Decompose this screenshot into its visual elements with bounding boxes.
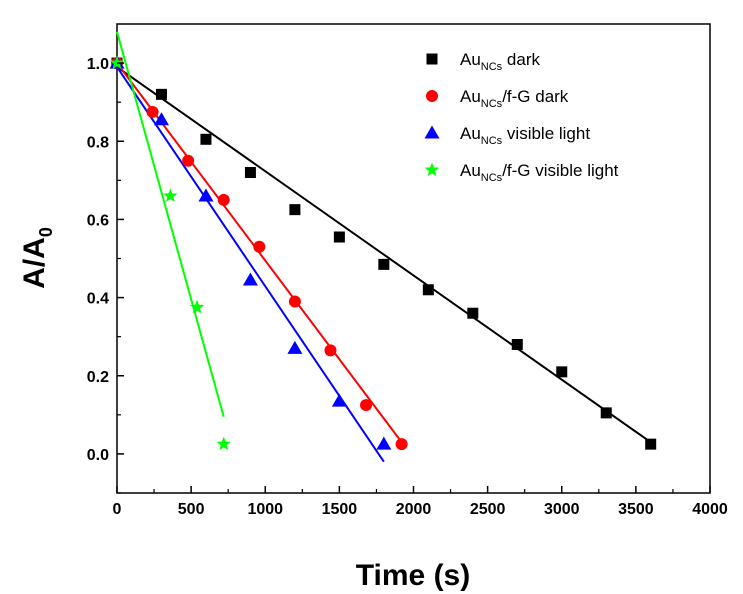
- x-tick-label: 2500: [470, 501, 506, 518]
- data-point: [198, 188, 214, 202]
- y-tick-label: 1.0: [87, 56, 109, 73]
- legend-entry-sub: NCs: [481, 135, 503, 147]
- data-point: [163, 188, 178, 203]
- data-point: [182, 154, 195, 167]
- y-tick-label: 0.8: [87, 134, 109, 151]
- data-markers: [109, 55, 657, 451]
- legend-marker: [426, 53, 438, 65]
- x-axis: 0 500 1000 1500 2000 2500 3000 3500 4000: [113, 486, 728, 518]
- legend-entry-base: Au: [460, 87, 481, 106]
- legend-entry-rest: visible light: [502, 124, 590, 143]
- x-tick-label: 3500: [618, 501, 654, 518]
- data-point: [200, 133, 212, 145]
- y-axis: 0.0 0.2 0.4 0.6 0.8 1.0: [87, 56, 124, 494]
- data-point: [467, 307, 479, 319]
- y-tick-label: 0.4: [87, 291, 109, 308]
- data-point: [645, 438, 657, 450]
- y-tick-label: 0.2: [87, 369, 109, 386]
- x-tick-label: 1000: [247, 501, 283, 518]
- legend-entry-rest: /f-G dark: [502, 87, 569, 106]
- x-tick-label: 4000: [692, 501, 728, 518]
- data-point: [422, 284, 434, 296]
- data-point: [189, 299, 205, 314]
- legend-entry: AuNCs/f-G visible light: [460, 161, 619, 184]
- data-point: [360, 399, 373, 412]
- y-axis-title: A/A0: [18, 227, 56, 289]
- legend-entry: AuNCs visible light: [460, 124, 590, 147]
- x-tick-label: 2000: [396, 501, 432, 518]
- data-point: [600, 407, 612, 419]
- data-point: [331, 393, 347, 407]
- y-tick-label: 0.0: [87, 447, 109, 464]
- data-point: [289, 204, 301, 216]
- legend-entry-rest: /f-G visible light: [502, 161, 618, 180]
- x-tick-label: 1500: [322, 501, 358, 518]
- legend-entry-sub: NCs: [481, 172, 503, 184]
- x-tick-label: 500: [178, 501, 205, 518]
- fit-line: [116, 66, 652, 444]
- data-point: [146, 105, 159, 118]
- data-point: [511, 338, 523, 350]
- legend-entry: AuNCs dark: [460, 50, 540, 73]
- legend-entry-base: Au: [460, 124, 481, 143]
- y-tick-label: 0.6: [87, 212, 109, 229]
- fit-lines: [116, 31, 652, 463]
- x-tick-label: 0: [113, 501, 122, 518]
- data-point: [287, 340, 303, 354]
- data-point: [333, 231, 345, 243]
- legend-entry-base: Au: [460, 50, 481, 69]
- data-point: [378, 258, 390, 270]
- data-point: [253, 240, 266, 253]
- legend-marker: [424, 162, 440, 177]
- legend-entry-base: Au: [460, 161, 481, 180]
- plot-frame: [116, 23, 711, 494]
- data-point: [216, 436, 231, 451]
- legend-marker: [426, 90, 438, 102]
- legend-entry-sub: NCs: [481, 61, 503, 73]
- legend-marker: [424, 125, 440, 139]
- y-axis-title-sub: 0: [36, 227, 56, 237]
- data-point: [244, 167, 256, 179]
- data-point: [217, 193, 230, 206]
- data-point: [556, 366, 568, 378]
- data-point: [395, 438, 408, 451]
- data-point: [376, 436, 392, 450]
- data-point: [155, 88, 167, 100]
- data-point: [242, 272, 258, 286]
- fit-line: [116, 31, 225, 418]
- x-axis-title: Time (s): [356, 559, 470, 592]
- x-tick-label: 3000: [544, 501, 580, 518]
- legend-entry: AuNCs/f-G dark: [460, 87, 569, 110]
- data-point: [153, 112, 169, 126]
- data-point: [324, 344, 337, 357]
- legend-entry-sub: NCs: [481, 98, 503, 110]
- y-axis-title-main: A/A: [18, 237, 51, 289]
- data-point: [288, 295, 301, 308]
- legend-entry-rest: dark: [502, 50, 540, 69]
